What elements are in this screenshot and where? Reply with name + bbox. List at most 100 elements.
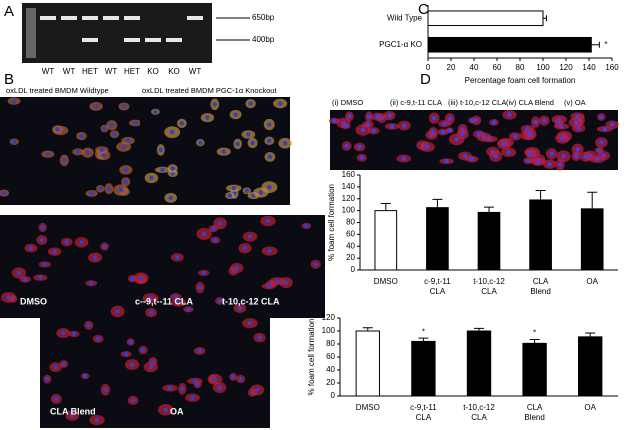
nucleus <box>167 385 173 391</box>
gel-band <box>82 38 98 42</box>
gel-band <box>124 38 140 42</box>
nucleus <box>525 126 530 132</box>
nucleus <box>265 218 271 224</box>
y-tick-label: 140 <box>342 182 356 191</box>
nucleus <box>347 114 352 119</box>
nucleus <box>53 364 58 370</box>
bar <box>477 211 501 271</box>
nucleus <box>535 159 540 164</box>
category-label: t-10,c-12 CLA <box>473 277 505 296</box>
nucleus <box>176 300 181 305</box>
nucleus <box>431 115 437 121</box>
nucleus <box>55 127 60 132</box>
nucleus <box>389 124 395 129</box>
nucleus <box>148 310 154 315</box>
nucleus <box>575 147 580 152</box>
nucleus <box>198 140 203 145</box>
nucleus <box>39 237 45 243</box>
nucleus <box>149 175 154 181</box>
nucleus <box>40 225 45 230</box>
nucleus <box>106 186 112 191</box>
category-label: c-9,t-11 CLA <box>410 403 437 422</box>
nucleus <box>45 376 50 382</box>
nucleus <box>258 190 264 195</box>
nucleus <box>573 120 579 125</box>
nucleus <box>148 364 153 370</box>
nucleus <box>246 132 251 137</box>
panel-letter: B <box>4 71 14 88</box>
bar <box>355 330 380 397</box>
annotation: * <box>533 329 536 338</box>
nucleus <box>283 280 289 285</box>
nucleus <box>130 398 136 403</box>
nucleus <box>168 195 173 201</box>
nucleus <box>71 331 77 337</box>
nucleus <box>525 158 531 163</box>
x-tick-label: 20 <box>447 63 456 72</box>
nucleus <box>344 143 349 149</box>
nucleus <box>254 387 260 393</box>
error-bar <box>529 338 540 344</box>
image-label: DMSO <box>20 296 47 306</box>
nucleus <box>190 395 195 400</box>
nucleus <box>75 149 81 155</box>
nucleus <box>267 138 272 144</box>
lane-label: WT <box>105 67 118 76</box>
y-tick-label: 40 <box>326 365 335 374</box>
nucleus <box>238 376 243 382</box>
y-axis-label: % foam cell formation <box>307 319 316 396</box>
nucleus <box>85 150 90 155</box>
nucleus <box>140 347 146 353</box>
y-tick-label: 0 <box>351 265 356 274</box>
nucleus <box>217 385 222 390</box>
image-caption: (i) DMSO <box>332 98 363 107</box>
nucleus <box>129 362 135 367</box>
nucleus <box>212 102 217 107</box>
lane-label: WT <box>63 67 76 76</box>
image-label: CLA Blend <box>50 406 96 416</box>
x-tick-label: 160 <box>605 63 619 72</box>
error-bar <box>535 189 546 200</box>
nucleus <box>61 361 66 367</box>
x-tick-label: 140 <box>582 63 596 72</box>
nucleus <box>186 307 191 312</box>
nucleus <box>201 270 206 276</box>
error-bar <box>380 203 391 211</box>
y-tick-label: 0 <box>331 391 336 400</box>
bar <box>522 342 547 397</box>
y-tick-label: 20 <box>346 253 355 262</box>
nucleus <box>38 275 43 280</box>
nucleus <box>332 118 337 124</box>
nucleus <box>556 120 561 126</box>
bar <box>374 210 398 271</box>
y-tick-label: 60 <box>326 352 335 361</box>
nucleus <box>462 153 468 159</box>
band-label: 650bp <box>252 13 275 22</box>
panel-letter: A <box>4 3 14 20</box>
nucleus <box>212 377 218 382</box>
nucleus <box>375 114 380 119</box>
x-tick-label: 100 <box>536 63 550 72</box>
nucleus <box>366 114 372 119</box>
nucleus <box>244 188 250 194</box>
nucleus <box>574 154 579 159</box>
nucleus <box>45 151 51 157</box>
nucleus <box>205 115 210 120</box>
nucleus <box>227 193 233 198</box>
nucleus <box>507 112 512 118</box>
nucleus <box>130 276 135 281</box>
nucleus <box>454 137 459 142</box>
nucleus <box>170 166 175 171</box>
nucleus <box>22 277 28 282</box>
nucleus <box>112 132 117 137</box>
panel-letter: C <box>418 1 429 18</box>
nucleus <box>6 295 11 300</box>
gel-band <box>166 38 182 42</box>
nucleus <box>371 128 376 134</box>
bar <box>466 330 492 397</box>
y-tick-label: 80 <box>346 218 355 227</box>
x-tick-label: 80 <box>516 63 525 72</box>
nucleus <box>93 104 99 109</box>
nucleus <box>425 144 430 150</box>
nucleus <box>275 278 280 284</box>
